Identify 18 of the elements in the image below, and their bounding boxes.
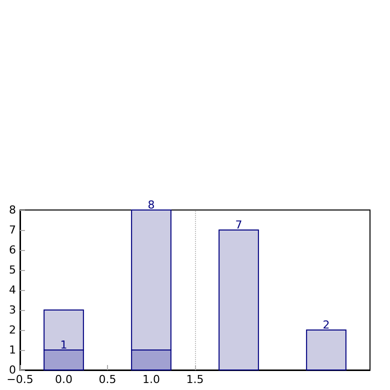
x-tick-label: 1.0 — [142, 373, 160, 386]
data-label: 1 — [60, 338, 68, 352]
x-tick-label: 0.0 — [55, 373, 72, 386]
y-tick-label: 1 — [9, 344, 16, 356]
x-tick-label: 1.5 — [186, 373, 204, 386]
y-tick-label: 2 — [9, 324, 16, 336]
y-tick-label: 8 — [9, 204, 16, 216]
y-tick-label: 5 — [9, 264, 16, 276]
x-tick-label: 0.5 — [98, 373, 116, 386]
bar — [306, 330, 346, 370]
y-tick-label: 7 — [9, 224, 16, 236]
y-tick-label: 3 — [9, 304, 16, 316]
y-tick-label: 6 — [9, 244, 16, 256]
total-label: 8 — [148, 198, 155, 212]
total-label: 2 — [322, 318, 330, 332]
bar — [218, 230, 259, 370]
total-label: 7 — [235, 218, 242, 232]
y-tick-label: 4 — [9, 284, 16, 296]
